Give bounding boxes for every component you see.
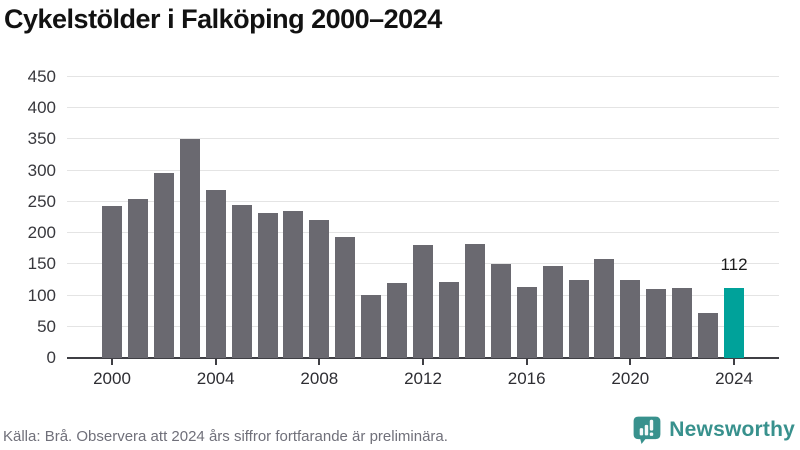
y-axis-label-400: 400 <box>27 98 56 118</box>
plot-area: 0 50 100 150 200 250 300 350 400 450 2000 2004 2008 2… <box>28 68 779 388</box>
bar-2013 <box>438 282 459 358</box>
x-tick-2016 <box>525 358 528 365</box>
bar-2021 <box>646 289 667 358</box>
y-axis-label-50: 50 <box>37 316 56 336</box>
bar-2003 <box>179 139 200 358</box>
speech-bubble-bar-chart-icon <box>633 416 661 445</box>
x-axis-label-2012: 2012 <box>404 369 442 388</box>
x-tick-2004 <box>214 358 217 365</box>
bar-2007 <box>283 211 304 358</box>
source-note: Källa: Brå. Observera att 2024 års siffr… <box>3 428 448 445</box>
x-axis-label-2016: 2016 <box>507 369 546 388</box>
bar-2023 <box>698 313 719 358</box>
x-tick-2020 <box>629 358 632 365</box>
bar-2024 <box>724 288 744 358</box>
y-axis-label-300: 300 <box>27 160 56 180</box>
y-axis-label-250: 250 <box>27 191 56 211</box>
bar-2017 <box>542 265 563 358</box>
x-tick-2012 <box>422 358 424 365</box>
bar-2012 <box>413 244 433 358</box>
bar-2001 <box>127 198 148 358</box>
newsworthy-logo: Newsworthy <box>632 414 795 446</box>
bar-2006 <box>257 213 278 358</box>
y-axis-label-350: 350 <box>27 129 56 149</box>
bar-2002 <box>153 172 174 358</box>
y-axis-label-450: 450 <box>27 67 56 86</box>
bar-2000 <box>102 205 122 358</box>
y-axis-label-100: 100 <box>27 285 56 305</box>
brand-name: Newsworthy <box>669 418 795 441</box>
y-axis-label-0: 0 <box>46 348 56 367</box>
x-axis-label-2020: 2020 <box>611 369 650 388</box>
bar-2011 <box>387 283 408 358</box>
gridline-y-450 <box>67 76 779 77</box>
bar-2020 <box>620 279 641 358</box>
bar-2010 <box>361 294 382 358</box>
x-axis-label-2000: 2000 <box>93 369 131 388</box>
x-axis-label-2008: 2008 <box>300 369 339 388</box>
x-tick-2008 <box>318 358 321 365</box>
bar-2008 <box>309 220 330 358</box>
bar-2022 <box>672 288 693 358</box>
x-tick-2000 <box>111 358 113 365</box>
bar-2005 <box>231 205 252 358</box>
gridline-y-200 <box>67 232 779 234</box>
highlight-value-label: 112 <box>720 255 748 275</box>
x-tick-2024 <box>733 358 735 365</box>
bar-2015 <box>490 264 511 358</box>
gridline-y-300 <box>67 169 779 171</box>
x-axis-label-2004: 2004 <box>196 369 235 388</box>
bar-2018 <box>568 279 589 358</box>
y-axis-label-200: 200 <box>27 223 56 243</box>
gridline-y-350 <box>67 138 779 140</box>
bar-2016 <box>516 287 537 358</box>
chart-title: Cykelstölder i Falköping 2000–2024 <box>4 4 442 34</box>
gridline-y-250 <box>67 200 779 202</box>
y-axis-label-150: 150 <box>27 254 56 274</box>
bar-2019 <box>594 259 615 358</box>
x-axis-label-2024: 2024 <box>715 369 753 388</box>
bar-2004 <box>205 190 226 358</box>
bar-2009 <box>335 237 356 358</box>
gridline-y-400 <box>67 107 779 109</box>
bar-2014 <box>464 243 485 358</box>
